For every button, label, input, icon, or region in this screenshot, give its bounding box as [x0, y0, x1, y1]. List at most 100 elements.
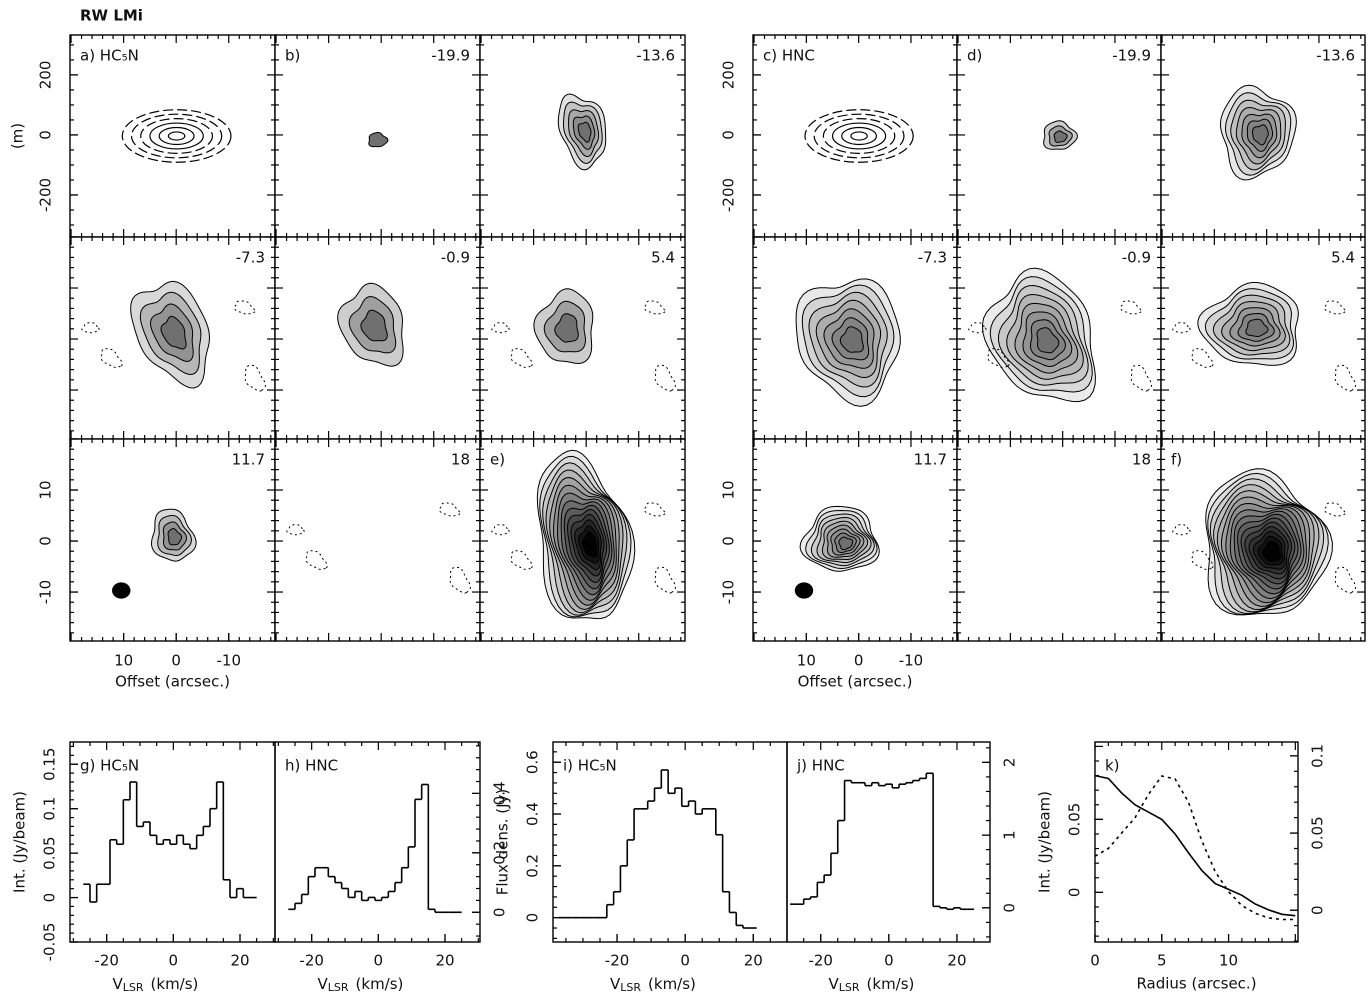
panel-label: b)	[285, 47, 300, 65]
y2-tick-label: 0.2	[491, 841, 509, 865]
velocity-label: -0.9	[441, 249, 470, 267]
panel-label: j) HNC	[796, 757, 845, 775]
contour	[1262, 540, 1282, 562]
contour	[582, 531, 598, 558]
velocity-label: -19.9	[431, 47, 470, 65]
x-tick-label: 10	[1219, 952, 1238, 970]
contour	[822, 118, 896, 154]
contour	[305, 550, 328, 570]
x-axis-label-part: (km/s)	[867, 975, 915, 993]
y-tick-label: 0	[524, 913, 542, 923]
x-tick-label: 10	[797, 652, 816, 670]
velocity-label: -13.6	[636, 47, 675, 65]
panel-label: i) HC₅N	[563, 757, 617, 775]
x-axis-label-part: V	[610, 975, 621, 993]
contour	[1334, 364, 1357, 392]
x-tick-label: -10	[899, 652, 924, 670]
x-axis-label: VLSR (km/s)	[318, 975, 404, 995]
y2-tick-label: 0.05	[1309, 816, 1327, 849]
contour	[987, 348, 1010, 368]
x-axis-label: Radius (arcsec.)	[1136, 975, 1256, 993]
velocity-label: 5.4	[1331, 249, 1355, 267]
figure-title: RW LMi	[80, 7, 143, 25]
x-tick-label: 0	[374, 952, 384, 970]
y-tick-label: 0.6	[524, 750, 542, 774]
x-tick-label: 0	[854, 652, 864, 670]
contour	[121, 109, 232, 163]
y-tick-label: 0.05	[1066, 803, 1084, 836]
y-tick-label: -200	[720, 178, 738, 212]
contour	[554, 313, 579, 343]
x-tick-label: 20	[435, 952, 454, 970]
panel-label: g) HC₅N	[80, 757, 139, 775]
y-tick-label: 200	[720, 61, 738, 90]
y-tick-label: 0.1	[41, 797, 59, 821]
contour	[167, 131, 186, 141]
y-axis-label: Flux dens. (Jy)	[494, 789, 512, 896]
contour	[160, 315, 187, 350]
y-axis-label: Int. (Jy/beam)	[11, 791, 29, 893]
contour	[1191, 348, 1214, 368]
contour	[1036, 327, 1060, 354]
contour	[130, 113, 223, 159]
contour	[368, 131, 389, 148]
x-tick-label: 20	[744, 952, 763, 970]
contour	[654, 566, 676, 594]
contour	[360, 309, 388, 342]
contour	[839, 326, 864, 353]
contour	[577, 121, 592, 143]
y-tick-label: -10	[720, 580, 738, 605]
contour	[1130, 364, 1153, 392]
y2-tick-label: 0	[491, 908, 509, 918]
contour	[244, 364, 266, 392]
map-panel	[275, 439, 480, 641]
x-tick-label: -20	[299, 952, 324, 970]
y-tick-label: 10	[720, 480, 738, 499]
profile-line	[1094, 774, 1296, 917]
x-tick-label: 20	[230, 952, 249, 970]
map-frame	[1160, 438, 1366, 642]
panel-label: c) HNC	[763, 47, 815, 65]
y-tick-label: -200	[37, 178, 55, 212]
y-tick-label: 10	[37, 480, 55, 499]
velocity-label: 18	[451, 451, 470, 469]
y-tick-label: 0.15	[41, 748, 59, 781]
x-tick-label: 0	[169, 952, 179, 970]
panel-label: d)	[967, 47, 982, 65]
map-panel	[753, 35, 957, 237]
plot-frame	[274, 741, 481, 943]
y-tick-label: 0	[37, 536, 55, 546]
y2-tick-label: 0	[1001, 903, 1019, 913]
velocity-label: 11.7	[914, 451, 947, 469]
velocity-label: -0.9	[1122, 249, 1151, 267]
velocity-label: -7.3	[918, 249, 947, 267]
beam	[794, 582, 814, 599]
y-tick-label: 0.05	[41, 836, 59, 869]
contour	[1252, 124, 1269, 146]
contour	[449, 566, 471, 594]
contour	[140, 118, 214, 154]
x-axis-label: Offset (arcsec.)	[115, 673, 230, 691]
x-axis-label-sub: LSR	[620, 981, 641, 994]
map-frame	[479, 438, 686, 642]
contour	[149, 122, 204, 150]
x-axis-label-part: (km/s)	[151, 975, 199, 993]
contour	[510, 550, 533, 570]
panel-label: a) HC₅N	[80, 47, 139, 65]
y-tick-label: 0	[720, 536, 738, 546]
beam	[112, 582, 131, 599]
x-axis-label-sub: LSR	[839, 981, 860, 994]
contour	[831, 122, 887, 150]
x-tick-label: -20	[808, 952, 833, 970]
velocity-label: -13.6	[1316, 47, 1355, 65]
y2-tick-label: 0.1	[1309, 744, 1327, 768]
contour	[841, 126, 878, 146]
x-tick-label: -10	[216, 652, 241, 670]
contour	[167, 528, 183, 546]
x-axis-label-sub: LSR	[328, 981, 349, 994]
x-tick-label: 5	[1157, 952, 1167, 970]
contour	[813, 113, 905, 159]
profile-line	[1094, 775, 1296, 921]
